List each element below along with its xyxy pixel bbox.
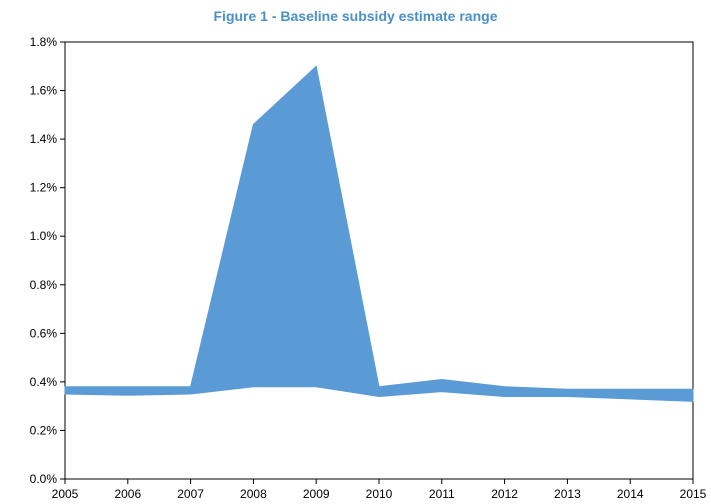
x-tick-label: 2015 [680,487,707,501]
x-tick-label: 2008 [240,487,267,501]
x-tick-label: 2014 [617,487,644,501]
x-tick-label: 2012 [491,487,518,501]
y-tick-label: 0.6% [30,326,58,340]
y-tick-label: 0.8% [30,278,58,292]
plot-frame [64,41,694,480]
x-tick-label: 2013 [554,487,581,501]
x-axis: 2005 2006 2007 2008 2009 2010 2011 2012 2013 2014… [52,479,707,501]
x-tick-label: 2010 [366,487,393,501]
y-tick-label: 1.2% [30,181,58,195]
x-tick-label: 2006 [114,487,141,501]
y-axis: 0.0% 0.2% 0.4% 0.6% 0.8% 1.0% 1.2% 1.4% 1.6% 1.8% [30,35,65,486]
x-tick-label: 2007 [177,487,204,501]
x-tick-label: 2009 [303,487,330,501]
x-tick-label: 2005 [52,487,79,501]
y-tick-label: 1.4% [30,132,58,146]
y-tick-label: 1.6% [30,84,58,98]
y-tick-label: 0.4% [30,375,58,389]
y-tick-label: 0.0% [30,472,58,486]
y-tick-label: 1.0% [30,229,58,243]
range-band-area [64,65,694,402]
chart-title: Figure 1 - Baseline subsidy estimate ran… [213,8,498,24]
x-tick-label: 2011 [429,487,455,501]
y-tick-label: 0.2% [30,423,58,437]
y-tick-label: 1.8% [30,35,58,49]
